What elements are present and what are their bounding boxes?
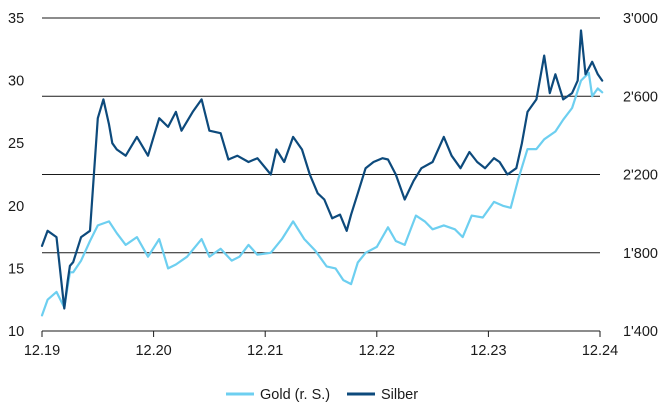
grid-lines xyxy=(42,17,600,332)
x-tick-label: 12.19 xyxy=(24,343,60,359)
left-axis: 10 15 20 25 30 35 xyxy=(8,11,24,340)
right-tick-label: 3'000 xyxy=(623,11,658,27)
legend: Gold (r. S.) Silber xyxy=(226,387,418,403)
left-tick-label: 25 xyxy=(8,136,24,152)
left-tick-label: 10 xyxy=(8,324,24,340)
right-tick-label: 1'400 xyxy=(623,324,658,340)
legend-label: Gold (r. S.) xyxy=(260,387,330,403)
legend-label: Silber xyxy=(381,387,418,403)
x-tick-label: 12.23 xyxy=(470,343,506,359)
x-tick-label: 12.24 xyxy=(582,343,618,359)
x-tick-label: 12.22 xyxy=(359,343,395,359)
x-axis: 12.19 12.20 12.21 12.22 12.23 12.24 xyxy=(24,331,618,359)
series-line-silber xyxy=(40,29,604,310)
x-tick-label: 12.20 xyxy=(135,343,171,359)
left-tick-label: 30 xyxy=(8,74,24,90)
right-tick-label: 2'600 xyxy=(623,89,658,105)
left-tick-label: 20 xyxy=(8,199,24,215)
right-axis: 1'400 1'800 2'200 2'600 3'000 xyxy=(623,11,658,340)
x-tick-label: 12.21 xyxy=(247,343,283,359)
series-lines xyxy=(40,29,604,317)
series-line-gold xyxy=(40,71,604,317)
right-tick-label: 2'200 xyxy=(623,168,658,184)
right-tick-label: 1'800 xyxy=(623,246,658,262)
left-tick-label: 15 xyxy=(8,261,24,277)
left-tick-label: 35 xyxy=(8,11,24,27)
